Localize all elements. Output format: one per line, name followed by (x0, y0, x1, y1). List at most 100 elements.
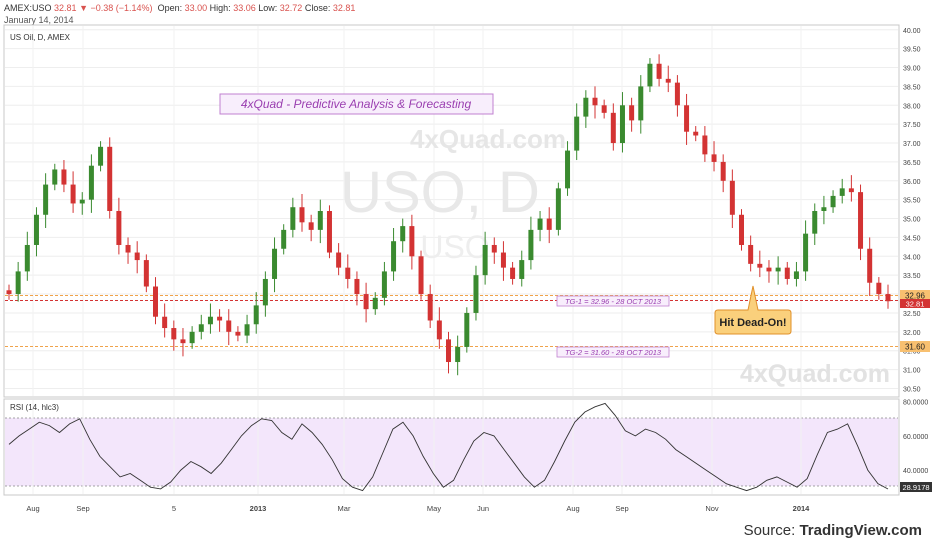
candle-body (729, 180, 735, 215)
price-tick-label: 31.00 (903, 368, 921, 375)
candle-body (290, 207, 296, 230)
candle-body (33, 214, 39, 245)
price-tick-label: 31.50 (903, 349, 921, 356)
candle-body (500, 252, 506, 268)
symbol-header: AMEX:USO 32.81 ▼ −0.38 (−1.14%) Open: 33… (4, 2, 355, 26)
time-tick-label: Mar (338, 504, 351, 513)
candle-body (6, 290, 12, 295)
price-axis[interactable]: 30.5031.0031.5032.0032.5033.0033.5034.00… (903, 28, 921, 394)
candle-body (674, 82, 680, 106)
candle-body (766, 267, 772, 272)
candle-body (858, 192, 864, 249)
svg-text:28.9178: 28.9178 (902, 483, 929, 492)
time-tick-label: 2014 (793, 504, 811, 513)
price-tick-label: 32.50 (903, 311, 921, 318)
candle-body (345, 267, 351, 279)
candle-body (125, 244, 131, 253)
time-axis[interactable]: Aug Sep 5 2013 Mar May Jun Aug Sep Nov 2014 (26, 504, 810, 513)
main-pane-frame[interactable] (3, 24, 900, 398)
price-tag-last: 32.81 (900, 299, 930, 309)
candle-body (436, 320, 442, 340)
tg2-label: TG-2 = 31.60 - 28 OCT 2013 (565, 348, 662, 357)
candle-body (537, 218, 543, 230)
rsi-axis[interactable]: 40.0000 60.0000 80.0000 (903, 400, 928, 475)
candle-body (510, 267, 516, 279)
tg1-label-box (556, 295, 670, 307)
candle-body (793, 271, 799, 279)
banner-box (219, 93, 494, 115)
candle-body (244, 324, 250, 336)
candle-body (381, 271, 387, 298)
rsi-band (5, 418, 898, 486)
header-date: January 14, 2014 (4, 15, 74, 25)
candle-body (473, 275, 479, 313)
svg-text:31.60: 31.60 (905, 343, 926, 352)
candle-body (519, 260, 525, 279)
last-price: 32.81 (54, 3, 77, 13)
price-tick-label: 39.50 (903, 47, 921, 54)
source-credit: Source: TradingView.com (744, 522, 922, 539)
candle-body (867, 248, 873, 283)
price-tick-label: 34.50 (903, 235, 921, 242)
logo-watermark-1: 4xQuad.com (410, 124, 566, 154)
candle-body (464, 312, 470, 347)
price-tick-label: 38.00 (903, 103, 921, 110)
candle-body (363, 294, 369, 310)
candle-body (88, 165, 94, 200)
high-label: High: (209, 3, 231, 13)
rsi-tick-label: 60.0000 (903, 434, 928, 441)
candle-body (638, 86, 644, 121)
time-tick-label: Aug (566, 504, 579, 513)
candle-body (583, 97, 589, 117)
candle-body (180, 339, 186, 344)
callout-text: Hit Dead-On! (719, 317, 786, 329)
source-prefix: Source: (743, 522, 800, 539)
candle-body (491, 244, 497, 253)
candle-body (107, 146, 113, 211)
candle-body (354, 278, 360, 295)
candle-body (391, 241, 397, 272)
rsi-tick-label: 40.0000 (903, 468, 928, 475)
candle-body (217, 316, 223, 321)
price-tick-label: 37.50 (903, 122, 921, 129)
candle-body (235, 331, 241, 336)
candle-body (711, 154, 717, 162)
candle-body (647, 63, 653, 87)
candle-body (720, 161, 726, 181)
svg-text:32.81: 32.81 (906, 300, 925, 309)
price-tag-tg1: 32.96 (900, 290, 930, 301)
watermark-small: USO (420, 229, 489, 265)
candle-body (656, 63, 662, 79)
candle-body (610, 112, 616, 144)
symbol-name[interactable]: AMEX:USO (4, 3, 52, 13)
price-tick-label: 36.00 (903, 179, 921, 186)
tg2-label-box (556, 346, 670, 358)
logo-watermark-2: 4xQuad.com (740, 360, 890, 388)
candle-body (24, 244, 30, 272)
candle-body (546, 218, 552, 230)
candle-body (281, 229, 287, 249)
candle-body (482, 244, 488, 276)
candle-body (748, 244, 754, 264)
high-value: 33.06 (233, 3, 256, 13)
candle-body (830, 195, 836, 208)
candle-body (885, 294, 891, 302)
candle-body (812, 211, 818, 234)
candle-body (262, 278, 268, 306)
banner-text: 4xQuad - Predictive Analysis & Forecasti… (241, 97, 472, 111)
candle-body (629, 105, 635, 121)
candle-body (565, 150, 571, 189)
close-value: 32.81 (332, 3, 356, 13)
watermark-big: USO, D (340, 160, 540, 225)
price-tick-label: 32.00 (903, 330, 921, 337)
close-label: Close: (304, 3, 331, 13)
time-tick-label: May (427, 504, 441, 513)
rsi-title: RSI (14, hlc3) (10, 403, 59, 412)
candle-body (803, 233, 809, 272)
low-label: Low: (258, 3, 278, 13)
candle-body (665, 78, 671, 83)
candle-body (70, 184, 76, 204)
candle-body (98, 146, 104, 166)
candle-body (79, 199, 85, 204)
